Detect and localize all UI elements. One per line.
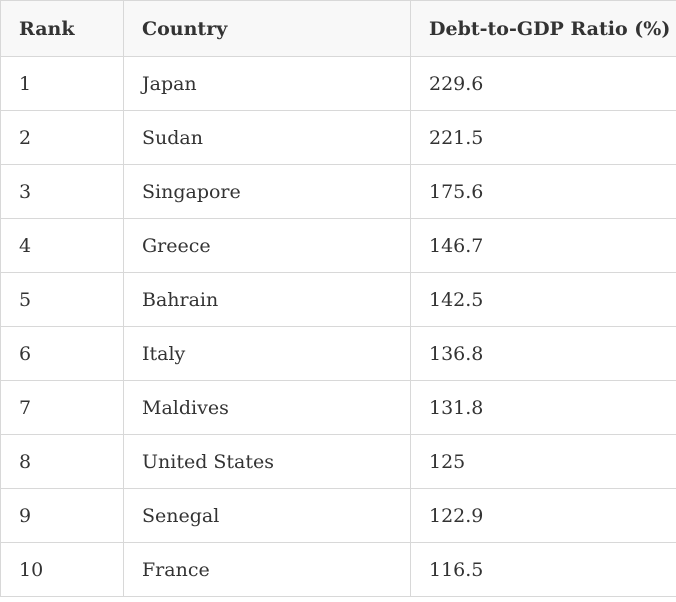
ratio-cell: 229.6 xyxy=(410,56,676,111)
ratio-cell: 116.5 xyxy=(410,542,676,597)
header-rank: Rank xyxy=(0,0,124,57)
rank-cell: 1 xyxy=(0,56,124,111)
ratio-cell: 136.8 xyxy=(410,326,676,381)
table-body: 1 Japan 229.6 2 Sudan 221.5 3 Singapore … xyxy=(0,56,676,597)
country-cell: United States xyxy=(123,434,411,489)
country-cell: France xyxy=(123,542,411,597)
country-cell: Senegal xyxy=(123,488,411,543)
country-cell: Japan xyxy=(123,56,411,111)
country-cell: Italy xyxy=(123,326,411,381)
rank-cell: 7 xyxy=(0,380,124,435)
country-cell: Maldives xyxy=(123,380,411,435)
ratio-cell: 221.5 xyxy=(410,110,676,165)
rank-cell: 4 xyxy=(0,218,124,273)
table-row: 2 Sudan 221.5 xyxy=(0,110,676,165)
rank-cell: 3 xyxy=(0,164,124,219)
ratio-cell: 125 xyxy=(410,434,676,489)
table-row: 1 Japan 229.6 xyxy=(0,56,676,111)
rank-cell: 2 xyxy=(0,110,124,165)
header-country: Country xyxy=(123,0,411,57)
ratio-cell: 122.9 xyxy=(410,488,676,543)
table-row: 4 Greece 146.7 xyxy=(0,218,676,273)
country-cell: Singapore xyxy=(123,164,411,219)
country-cell: Sudan xyxy=(123,110,411,165)
ratio-cell: 142.5 xyxy=(410,272,676,327)
rank-cell: 9 xyxy=(0,488,124,543)
ratio-cell: 175.6 xyxy=(410,164,676,219)
table-row: 10 France 116.5 xyxy=(0,542,676,597)
country-cell: Greece xyxy=(123,218,411,273)
table-header: Rank Country Debt-to-GDP Ratio (%) xyxy=(0,0,676,57)
country-cell: Bahrain xyxy=(123,272,411,327)
rank-cell: 8 xyxy=(0,434,124,489)
header-debt-ratio: Debt-to-GDP Ratio (%) xyxy=(410,0,676,57)
table-row: 5 Bahrain 142.5 xyxy=(0,272,676,327)
ratio-cell: 131.8 xyxy=(410,380,676,435)
table-row: 7 Maldives 131.8 xyxy=(0,380,676,435)
rank-cell: 6 xyxy=(0,326,124,381)
table-row: 6 Italy 136.8 xyxy=(0,326,676,381)
rank-cell: 5 xyxy=(0,272,124,327)
table-row: 8 United States 125 xyxy=(0,434,676,489)
table-row: 3 Singapore 175.6 xyxy=(0,164,676,219)
rank-cell: 10 xyxy=(0,542,124,597)
table-row: 9 Senegal 122.9 xyxy=(0,488,676,543)
header-row: Rank Country Debt-to-GDP Ratio (%) xyxy=(0,0,676,57)
ratio-cell: 146.7 xyxy=(410,218,676,273)
